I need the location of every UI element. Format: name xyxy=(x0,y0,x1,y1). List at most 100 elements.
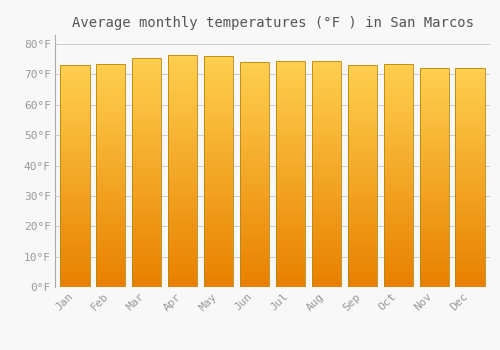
Bar xyxy=(276,238,305,242)
Bar xyxy=(312,238,341,242)
Bar xyxy=(384,235,413,239)
Bar xyxy=(204,202,234,206)
Bar xyxy=(60,99,90,102)
Bar xyxy=(420,280,449,284)
Bar xyxy=(348,161,377,165)
Bar xyxy=(240,194,270,197)
Bar xyxy=(276,253,305,257)
Bar xyxy=(60,158,90,161)
Bar xyxy=(132,215,162,218)
Bar xyxy=(96,149,126,153)
Bar xyxy=(456,94,485,98)
Bar xyxy=(420,86,449,90)
Bar xyxy=(384,187,413,190)
Bar xyxy=(456,167,485,170)
Bar xyxy=(312,257,341,261)
Bar xyxy=(132,245,162,249)
Bar xyxy=(168,105,198,109)
Bar xyxy=(456,199,485,203)
Bar xyxy=(456,269,485,272)
Bar xyxy=(420,174,449,178)
Bar xyxy=(96,194,126,198)
Bar xyxy=(384,253,413,257)
Bar xyxy=(60,65,90,69)
Bar xyxy=(384,261,413,265)
Bar xyxy=(384,280,413,283)
Bar xyxy=(276,219,305,223)
Bar xyxy=(132,230,162,233)
Bar xyxy=(456,68,485,72)
Bar xyxy=(384,153,413,157)
Bar xyxy=(348,80,377,84)
Bar xyxy=(276,117,305,121)
Bar xyxy=(96,268,126,272)
Bar xyxy=(312,132,341,136)
Bar xyxy=(240,178,270,182)
Bar xyxy=(456,189,485,192)
Bar xyxy=(384,257,413,261)
Bar xyxy=(456,192,485,196)
Bar xyxy=(384,183,413,187)
Bar xyxy=(168,194,198,198)
Bar xyxy=(348,95,377,99)
Bar xyxy=(240,107,270,111)
Bar xyxy=(204,56,234,60)
Bar xyxy=(60,80,90,84)
Bar xyxy=(240,208,270,212)
Bar xyxy=(132,84,162,88)
Bar xyxy=(96,164,126,168)
Bar xyxy=(204,114,234,118)
Bar xyxy=(240,145,270,148)
Bar xyxy=(456,181,485,185)
Bar xyxy=(240,111,270,115)
Bar xyxy=(168,140,198,144)
Bar xyxy=(168,117,198,120)
Bar xyxy=(96,97,126,101)
Bar xyxy=(132,161,162,165)
Bar xyxy=(60,224,90,228)
Bar xyxy=(132,100,162,104)
Bar xyxy=(132,58,162,62)
Bar xyxy=(420,167,449,170)
Bar xyxy=(60,132,90,135)
Bar xyxy=(240,219,270,223)
Bar xyxy=(456,163,485,167)
Bar xyxy=(384,172,413,175)
Bar xyxy=(456,229,485,232)
Bar xyxy=(168,178,198,182)
Bar xyxy=(60,147,90,150)
Bar xyxy=(348,154,377,158)
Bar xyxy=(96,220,126,224)
Bar xyxy=(276,61,305,287)
Bar xyxy=(204,283,234,287)
Bar xyxy=(132,165,162,169)
Bar xyxy=(276,68,305,72)
Bar xyxy=(240,216,270,219)
Bar xyxy=(312,230,341,234)
Bar xyxy=(132,268,162,272)
Bar xyxy=(456,261,485,265)
Bar xyxy=(240,66,270,70)
Bar xyxy=(96,172,126,175)
Bar xyxy=(348,158,377,161)
Bar xyxy=(456,130,485,134)
Bar xyxy=(168,186,198,190)
Bar xyxy=(384,86,413,90)
Bar xyxy=(420,156,449,160)
Bar xyxy=(420,160,449,163)
Bar xyxy=(96,93,126,97)
Bar xyxy=(168,175,198,178)
Bar xyxy=(420,284,449,287)
Bar xyxy=(312,76,341,80)
Bar xyxy=(348,117,377,121)
Bar xyxy=(384,120,413,123)
Bar xyxy=(384,131,413,134)
Bar xyxy=(204,148,234,152)
Bar xyxy=(204,252,234,256)
Bar xyxy=(96,190,126,194)
Bar xyxy=(456,123,485,127)
Bar xyxy=(240,223,270,227)
Bar xyxy=(96,187,126,190)
Bar xyxy=(240,175,270,178)
Bar xyxy=(168,124,198,128)
